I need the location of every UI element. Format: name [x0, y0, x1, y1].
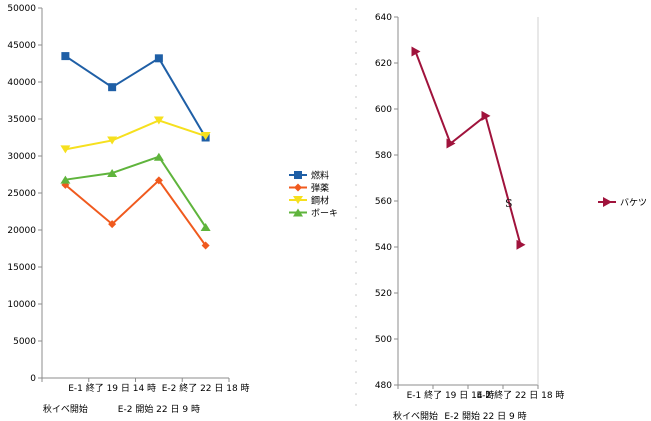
y-tick-label: 500: [375, 335, 392, 345]
annotation-text: S: [505, 197, 513, 210]
series-line: [64, 178, 207, 247]
y-tick-label: 10000: [7, 300, 36, 310]
series-line: [64, 55, 207, 139]
y-tick-label: 20000: [7, 226, 36, 236]
y-tick-label: 15000: [7, 263, 36, 273]
y-tick-label: 480: [375, 381, 392, 391]
data-point: [107, 136, 118, 145]
data-point: [153, 152, 164, 161]
data-point: [153, 116, 164, 125]
legend-label: 燃料: [311, 170, 329, 182]
data-point: [60, 145, 71, 154]
y-tick-label: 40000: [7, 78, 36, 88]
data-point: [154, 176, 163, 185]
y-tick-label: 25000: [7, 189, 36, 199]
data-point: [516, 239, 526, 250]
x-tick-label: E-2 開始 22 日 9 時: [444, 410, 526, 421]
legend-label: 弾薬: [311, 182, 329, 194]
data-point: [200, 132, 211, 141]
legend-marker: [294, 183, 302, 192]
legend-label: バケツ: [620, 198, 647, 209]
x-tick-label: 秋イベ開始: [43, 403, 88, 415]
data-point: [446, 138, 456, 149]
chart-resources: 0 5000 10000 15000 20000 25000 30000 35000 40000…: [7, 4, 338, 415]
x-tick-label: 秋イベ開始: [393, 410, 438, 421]
y-tick-label: 30000: [7, 152, 36, 162]
y-tick-label: 520: [375, 289, 392, 299]
y-tick-label: 45000: [7, 41, 36, 51]
y-tick-label: 560: [375, 197, 392, 207]
legend-label: ボーキ: [311, 208, 338, 219]
data-point: [108, 220, 117, 229]
legend-marker: [293, 208, 303, 217]
y-tick-label: 620: [375, 59, 392, 69]
data-point: [61, 52, 70, 61]
y-tick-label: 50000: [7, 4, 36, 14]
data-point: [481, 110, 491, 121]
data-point: [107, 169, 118, 178]
y-tick-label: 0: [30, 374, 36, 384]
data-point: [60, 175, 71, 184]
data-point: [411, 46, 421, 57]
data-point: [154, 54, 163, 63]
y-tick-label: 35000: [7, 115, 36, 125]
legend-marker: [603, 197, 612, 207]
legend-marker: [294, 171, 302, 179]
legend-label: 鋼材: [311, 195, 329, 207]
y-tick-label: 580: [375, 151, 392, 161]
x-tick-label: E-2 開始 22 日 9 時: [118, 403, 200, 415]
data-point: [108, 83, 117, 92]
x-tick-label: E-1 終了 19 日 14 時: [68, 382, 156, 394]
series-line: [414, 51, 522, 245]
y-tick-label: 540: [375, 243, 392, 253]
y-tick-label: 600: [375, 105, 392, 115]
y-tick-label: 5000: [13, 337, 36, 347]
chart-bucket: 480 500 520 540 560 580 600 620 640 秋イベ開始 E-1 終了 …: [375, 13, 647, 421]
y-tick-label: 640: [375, 13, 392, 23]
series-line: [65, 155, 207, 228]
x-tick-label: E-2 終了 22 日 18 時: [477, 389, 565, 401]
x-tick-label: E-1 終了 19 日 14 時: [407, 389, 495, 401]
data-point: [200, 223, 211, 232]
series-line: [65, 119, 206, 151]
x-tick-label: E-2 終了 22 日 18 時: [162, 382, 250, 394]
legend-marker: [293, 196, 303, 204]
data-point: [201, 241, 210, 250]
